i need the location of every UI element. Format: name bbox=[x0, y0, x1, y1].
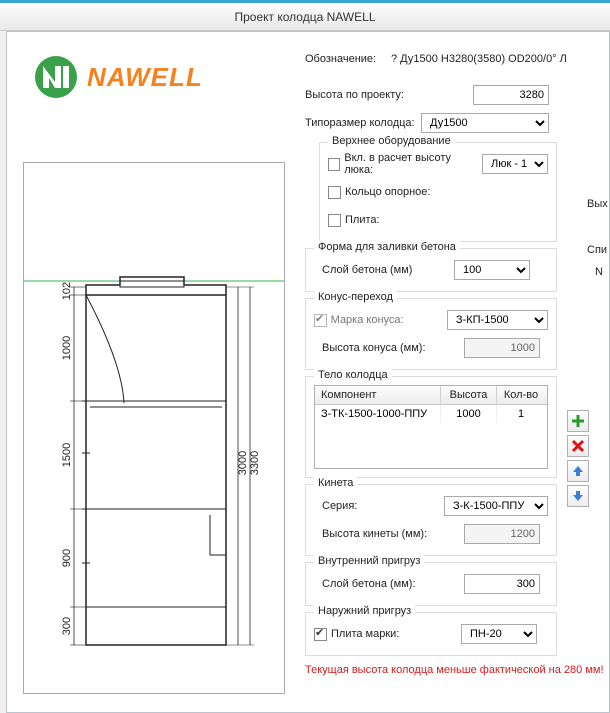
body-table[interactable]: Компонент Высота Кол-во З-ТК-1500-1000-П… bbox=[314, 385, 548, 469]
ring-checkbox[interactable] bbox=[328, 186, 341, 199]
cone-height-input bbox=[464, 338, 540, 358]
cone-group: Конус-переход Марка конуса: З-КП-1500 Вы… bbox=[305, 298, 557, 370]
arrow-down-icon bbox=[572, 490, 584, 502]
cone-height-label: Высота конуса (мм): bbox=[314, 342, 464, 354]
designation-value: ? Ду1500 H3280(3580) OD200/0° Л bbox=[391, 53, 567, 65]
include-hatch-checkbox[interactable] bbox=[328, 158, 340, 171]
typesize-label: Типоразмер колодца: bbox=[305, 117, 421, 129]
svg-text:1000: 1000 bbox=[61, 336, 73, 360]
project-height-label: Высота по проекту: bbox=[305, 89, 473, 101]
outer-slab-select[interactable]: ПН-20 bbox=[461, 624, 537, 644]
col-component: Компонент bbox=[315, 386, 441, 404]
move-down-button[interactable] bbox=[567, 485, 589, 507]
svg-text:3000: 3000 bbox=[237, 451, 249, 475]
inner-load-input[interactable] bbox=[464, 574, 540, 594]
table-row[interactable]: З-ТК-1500-1000-ППУ 1000 1 bbox=[315, 405, 547, 423]
outer-slab-checkbox[interactable] bbox=[314, 628, 327, 641]
designation-label: Обозначение: bbox=[305, 53, 391, 65]
outer-slab-label: Плита марки: bbox=[331, 628, 461, 640]
kineta-title: Кинета bbox=[314, 477, 357, 489]
cone-brand-select[interactable]: З-КП-1500 bbox=[447, 310, 548, 330]
side-label-n: N bbox=[595, 266, 603, 278]
kineta-height-label: Высота кинеты (мм): bbox=[314, 528, 464, 540]
cone-brand-label: Марка конуса: bbox=[331, 314, 447, 326]
arrow-up-icon bbox=[572, 465, 584, 477]
col-height: Высота bbox=[441, 386, 497, 404]
ring-label: Кольцо опорное: bbox=[345, 186, 430, 198]
body-group: Тело колодца Компонент Высота Кол-во З-Т… bbox=[305, 376, 557, 478]
cone-brand-checkbox bbox=[314, 314, 327, 327]
concrete-form-title: Форма для заливки бетона bbox=[314, 241, 460, 253]
outer-load-group: Наружний пригруз Плита марки: ПН-20 bbox=[305, 612, 557, 656]
include-hatch-label: Вкл. в расчет высоту люка: bbox=[344, 152, 482, 176]
kineta-height-input bbox=[464, 524, 540, 544]
concrete-form-group: Форма для заливки бетона Слой бетона (мм… bbox=[305, 248, 557, 292]
well-drawing: 3000 3300 102 1000 1500 900 300 bbox=[23, 162, 285, 694]
top-equipment-title: Верхнее оборудование bbox=[328, 135, 455, 147]
warning-text: Текущая высота колодца меньше фактическо… bbox=[305, 664, 609, 676]
top-equipment-group: Верхнее оборудование Вкл. в расчет высот… bbox=[319, 142, 557, 242]
inner-load-title: Внутренний пригруз bbox=[314, 555, 424, 567]
delete-row-button[interactable] bbox=[567, 435, 589, 457]
slab-label: Плита: bbox=[345, 214, 380, 226]
kineta-group: Кинета Серия: З-К-1500-ППУ Высота кинеты… bbox=[305, 484, 557, 556]
hatch-select[interactable]: Люк - 100 bbox=[482, 154, 548, 174]
outer-load-title: Наружний пригруз bbox=[314, 605, 415, 617]
logo-mark-icon bbox=[33, 54, 79, 100]
inner-load-label: Слой бетона (мм): bbox=[314, 578, 464, 590]
plus-icon bbox=[571, 414, 585, 428]
svg-text:900: 900 bbox=[61, 549, 73, 567]
move-up-button[interactable] bbox=[567, 460, 589, 482]
svg-text:3300: 3300 bbox=[249, 451, 261, 475]
svg-text:1500: 1500 bbox=[61, 443, 73, 467]
window-title: Проект колодца NAWELL bbox=[0, 3, 610, 31]
project-height-input[interactable] bbox=[473, 85, 549, 105]
add-row-button[interactable] bbox=[567, 410, 589, 432]
svg-text:300: 300 bbox=[61, 617, 73, 635]
concrete-layer-select[interactable]: 100 bbox=[454, 260, 530, 280]
slab-checkbox[interactable] bbox=[328, 214, 341, 227]
logo: NAWELL bbox=[33, 54, 203, 100]
typesize-select[interactable]: Ду1500 bbox=[421, 113, 549, 133]
kineta-series-label: Серия: bbox=[314, 500, 444, 512]
logo-text: NAWELL bbox=[87, 62, 203, 93]
concrete-layer-label: Слой бетона (мм) bbox=[314, 264, 454, 276]
main-frame: NAWELL bbox=[6, 31, 610, 713]
kineta-series-select[interactable]: З-К-1500-ППУ bbox=[444, 496, 548, 516]
cone-title: Конус-переход bbox=[314, 291, 397, 303]
cross-icon bbox=[571, 439, 585, 453]
svg-text:102: 102 bbox=[61, 282, 73, 300]
inner-load-group: Внутренний пригруз Слой бетона (мм): bbox=[305, 562, 557, 606]
body-title: Тело колодца bbox=[314, 369, 392, 381]
side-label-vyh: Вых bbox=[587, 198, 608, 210]
col-qty: Кол-во bbox=[497, 386, 545, 404]
side-label-spi: Спи bbox=[587, 244, 607, 256]
